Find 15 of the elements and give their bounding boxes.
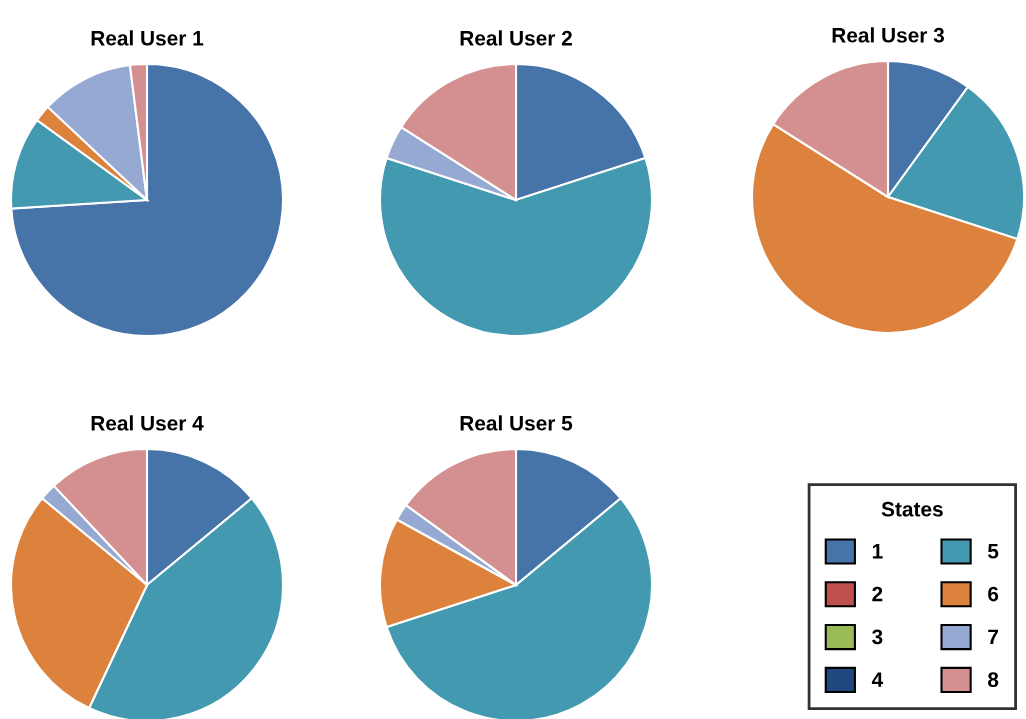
pie-slice: [10, 62, 285, 338]
chart-title: Real User 5: [460, 415, 573, 431]
chart-title: Real User 4: [91, 415, 204, 431]
legend-label: 4: [871, 672, 884, 687]
chart-title: Real User 3: [832, 27, 944, 43]
legend-label: 8: [987, 672, 999, 688]
legend-label: 5: [987, 544, 999, 559]
legend-label: 7: [988, 629, 998, 644]
legend-label: 6: [988, 586, 999, 602]
chart-title: Real User 1: [91, 30, 204, 46]
legend-label: 3: [872, 629, 883, 645]
legend-title: States: [881, 501, 943, 517]
chart-title: Real User 2: [460, 30, 572, 46]
legend-label: 1: [872, 544, 883, 559]
legend-label: 2: [872, 586, 883, 602]
